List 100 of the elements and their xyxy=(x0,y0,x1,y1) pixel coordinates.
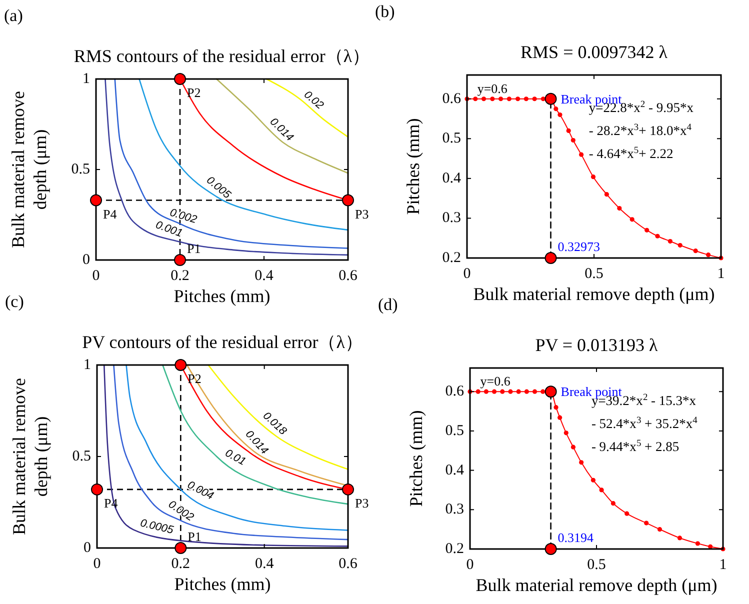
point xyxy=(516,96,520,102)
y-axis-title: Pitches (mm) xyxy=(403,118,423,215)
point xyxy=(590,478,596,482)
y-tick-label: 0.4 xyxy=(442,170,462,186)
point xyxy=(473,96,478,102)
point xyxy=(484,389,488,394)
point xyxy=(630,217,634,222)
y-tick-label: 0.2 xyxy=(445,541,464,557)
text: 0.01 xyxy=(223,447,248,468)
y-tick-label: 0.4 xyxy=(445,462,464,478)
y-tick-label: 0 xyxy=(82,252,90,268)
x-tick-label: 0.2 xyxy=(171,556,190,572)
point xyxy=(342,194,354,206)
point xyxy=(540,389,546,394)
point xyxy=(566,128,571,133)
point xyxy=(655,234,660,238)
point xyxy=(570,444,576,450)
x-tick-label: 0.5 xyxy=(587,557,606,573)
annotation: P1 xyxy=(188,529,202,544)
y-axis-title: Bulk material remove depth (μm) xyxy=(9,378,51,535)
y-tick-label: 0.3 xyxy=(445,502,464,518)
point xyxy=(544,252,557,264)
point xyxy=(610,501,616,506)
point xyxy=(481,96,486,102)
point xyxy=(604,192,609,197)
point xyxy=(617,206,622,211)
text: (c) xyxy=(5,292,24,311)
point xyxy=(668,238,672,244)
point xyxy=(599,488,604,492)
point xyxy=(657,527,662,532)
point xyxy=(579,460,584,465)
point xyxy=(644,228,650,232)
y-tick-label: 1 xyxy=(82,71,90,87)
y-tick-label: 0 xyxy=(84,540,91,556)
point xyxy=(544,92,557,105)
point xyxy=(579,152,584,157)
point xyxy=(644,520,649,526)
point xyxy=(558,415,562,420)
point xyxy=(678,242,682,248)
point xyxy=(90,194,102,206)
point xyxy=(508,389,513,394)
x-tick-label: 0.4 xyxy=(254,556,274,572)
annotation: - 4.64*x$^{5}$+ 2.22 xyxy=(588,146,674,161)
point xyxy=(570,138,576,143)
point xyxy=(342,483,354,496)
y-axis-title: Bulk material remove depth (μm) xyxy=(8,91,50,248)
point xyxy=(564,430,568,436)
annotation: P3 xyxy=(355,495,369,510)
y-tick-label: 0.6 xyxy=(445,384,464,400)
text: 0.02 xyxy=(302,88,326,112)
point xyxy=(544,386,557,398)
point xyxy=(708,544,713,549)
y-tick-label: 1 xyxy=(84,357,91,373)
point xyxy=(500,389,505,394)
chart-title: PV contours of the residual error（λ） xyxy=(82,332,363,352)
point xyxy=(516,389,521,394)
point xyxy=(174,73,186,85)
annotation: P4 xyxy=(103,206,118,222)
point xyxy=(677,536,682,540)
point xyxy=(695,541,700,546)
point xyxy=(524,389,529,394)
line-series xyxy=(208,364,349,470)
x-axis-title: Bulk material remove depth (μm) xyxy=(473,284,715,304)
x-tick-label: 0.6 xyxy=(338,556,358,572)
point xyxy=(558,112,562,118)
x-tick-label: 0.2 xyxy=(170,268,190,284)
point xyxy=(174,359,187,371)
point xyxy=(624,511,630,516)
x-axis-title: Pitches (mm) xyxy=(174,574,271,594)
point xyxy=(693,248,698,254)
point xyxy=(492,389,497,394)
x-tick-label: 0.5 xyxy=(584,266,604,282)
x-axis-title: Pitches (mm) xyxy=(174,286,270,306)
y-tick-label: 0.5 xyxy=(445,422,464,439)
y-tick-label: 0.6 xyxy=(442,90,462,107)
chart-title: PV = 0.013193 λ xyxy=(535,335,658,355)
x-tick-label: 0.6 xyxy=(338,268,358,284)
text: 0.004 xyxy=(185,479,216,502)
chart-title: RMS = 0.0097342 λ xyxy=(520,42,668,62)
text: 0.0005 xyxy=(139,517,176,537)
annotation: y=0.6 xyxy=(480,374,511,389)
text: 0.001 xyxy=(154,219,184,240)
point xyxy=(524,96,528,102)
point xyxy=(532,389,538,394)
point xyxy=(174,542,187,554)
x-tick-label: 1 xyxy=(719,557,727,573)
point xyxy=(490,96,495,102)
annotation: P3 xyxy=(355,206,369,222)
point xyxy=(91,483,103,496)
line-series xyxy=(216,78,349,174)
y-tick-label: 0.2 xyxy=(442,250,461,266)
annotation: 0.3194 xyxy=(558,530,594,545)
point xyxy=(174,254,186,266)
annotation: - 9.44*x$^{5}$ + 2.85 xyxy=(591,439,680,454)
y-tick-label: 0.5 xyxy=(72,448,91,464)
text: (b) xyxy=(375,2,395,21)
point xyxy=(498,96,504,102)
y-axis-title: Pitches (mm) xyxy=(406,410,426,507)
point xyxy=(544,543,557,555)
y-tick-label: 0.5 xyxy=(442,130,461,147)
